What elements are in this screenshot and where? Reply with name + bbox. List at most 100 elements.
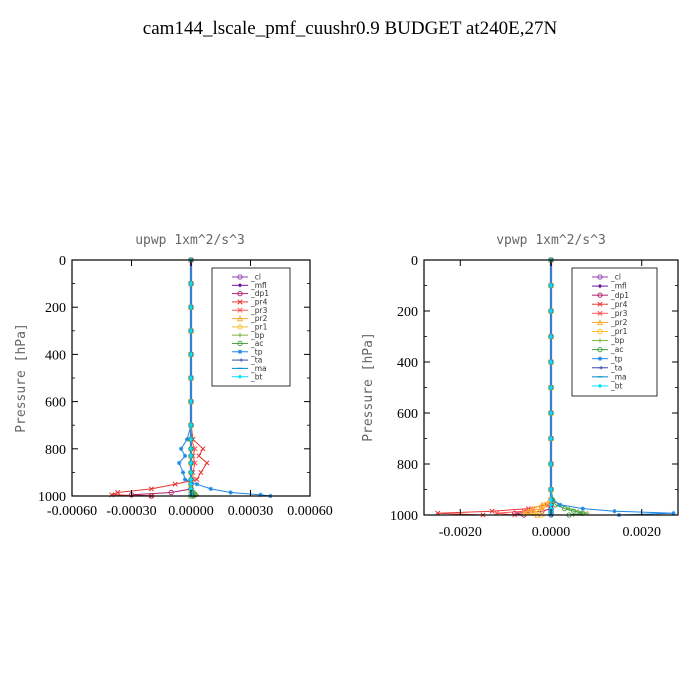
legend-marker (237, 332, 243, 338)
data-point-pr1 (543, 502, 550, 508)
legend-label: _ma (250, 364, 267, 373)
data-point-tp (671, 511, 676, 516)
y-tick-label: 800 (45, 443, 66, 458)
data-point-tp (258, 492, 263, 498)
data-point-dp1 (168, 489, 174, 496)
legend-marker (597, 274, 603, 280)
x-tick-label: 0.0020 (622, 525, 661, 540)
data-point-pr2 (525, 507, 532, 514)
data-point-tp (178, 446, 184, 451)
y-tick-label: 400 (45, 348, 66, 363)
data-point-pr4 (204, 460, 210, 466)
data-point-bt (188, 453, 194, 459)
legend-marker (237, 299, 243, 305)
x-tick-label: -0.0020 (439, 525, 482, 540)
legend-marker (237, 315, 243, 322)
data-point-pr4 (115, 489, 121, 496)
legend-label: _mfl (250, 281, 267, 290)
data-point-ac (571, 508, 577, 514)
data-point-bt (188, 375, 194, 381)
data-point-bt (188, 281, 194, 286)
y-tick-label: 600 (45, 396, 66, 411)
data-point-pr3 (192, 460, 198, 466)
data-point-bt (188, 399, 194, 404)
legend-label: _ac (250, 339, 263, 348)
data-point-bt (548, 436, 554, 441)
x-tick-label: -0.00060 (47, 504, 97, 519)
data-point-bt (548, 497, 554, 502)
data-point-pr4 (194, 476, 200, 483)
data-point-bt (548, 461, 554, 467)
legend-label: _bt (250, 372, 263, 381)
data-point-pr3 (192, 446, 198, 452)
legend-marker (237, 274, 243, 280)
y-tick-label: 1000 (390, 509, 418, 524)
series-line-dp1 (131, 260, 192, 497)
legend-marker (597, 356, 603, 361)
main-title: cam144_lscale_pmf_cuushr0.9 BUDGET at240… (142, 18, 558, 39)
legend: _cl_mfl_dp1_pr4_pr3_pr2_pr1_bp_ac_tp_ta_… (211, 267, 291, 387)
legend-label: _tp (250, 347, 263, 356)
legend-marker (237, 290, 243, 297)
series-line-pr3 (496, 260, 552, 516)
data-point-pr4 (198, 469, 204, 475)
legend-marker (237, 283, 243, 288)
legend-label: _ma (610, 372, 627, 381)
legend-marker (237, 340, 243, 347)
data-point-pr2 (539, 501, 545, 508)
data-point-ac (561, 505, 568, 512)
y-tick-label: 400 (397, 356, 418, 371)
legend-label: _pr3 (610, 309, 628, 318)
legend-marker (597, 283, 603, 289)
y-tick-label: 1000 (38, 490, 66, 505)
data-point-tp (612, 508, 617, 514)
data-point-bt (548, 506, 554, 511)
data-point-bt (548, 502, 554, 507)
data-point-pr4 (200, 446, 206, 452)
legend-label: _dp1 (250, 289, 269, 298)
data-point-bt (548, 385, 554, 390)
legend-marker (597, 346, 603, 353)
legend-marker (237, 374, 243, 379)
legend-marker (597, 292, 603, 298)
legend-marker (237, 349, 243, 354)
series-line-pr2 (521, 260, 552, 516)
data-point-bt (548, 410, 554, 416)
data-point-pr4 (489, 508, 495, 514)
y-tick-label: 200 (45, 301, 66, 316)
legend-marker (237, 324, 243, 330)
series-line-dp1 (514, 260, 552, 516)
series-line-pr4 (437, 260, 552, 516)
data-point-tp (176, 460, 182, 466)
legend-label: _pr2 (250, 314, 268, 323)
y-tick-label: 0 (411, 254, 418, 269)
data-point-tp (228, 490, 233, 495)
legend-marker (597, 319, 603, 326)
panel-1: upwp 1xm^2/s^3 Pressure [hPa] 0 200 400 600 80… (14, 233, 333, 519)
data-point-tp (184, 437, 190, 442)
data-point-bt (188, 482, 194, 487)
legend-label: _tp (610, 354, 623, 363)
data-point-tp (557, 502, 563, 507)
legend-label: _pr1 (610, 327, 628, 336)
y-tick-label: 800 (397, 458, 418, 473)
data-point-pr4 (148, 486, 154, 492)
legend: _cl_mfl_dp1_pr4_pr3_pr2_pr1_bp_ac_tp_ta_… (571, 267, 658, 397)
legend-box (571, 267, 658, 397)
data-point-bt (548, 359, 554, 365)
data-point-tp (580, 506, 585, 511)
data-point-bt (548, 487, 554, 492)
legend-label: _bp (250, 331, 265, 340)
legend-label: _ac (610, 345, 623, 354)
x-tick-label: 0.00000 (168, 504, 214, 519)
legend-label: _pr3 (250, 306, 268, 315)
data-point-bt (188, 486, 194, 492)
legend-label: _pr1 (250, 322, 268, 331)
panel-title: upwp 1xm^2/s^3 (135, 233, 245, 248)
legend-label: _ta (610, 363, 622, 372)
legend-label: _mfl (610, 282, 627, 291)
data-point-bt (188, 460, 194, 466)
data-point-pr4 (196, 453, 202, 459)
y-axis-label: Pressure [hPa] (14, 323, 29, 433)
